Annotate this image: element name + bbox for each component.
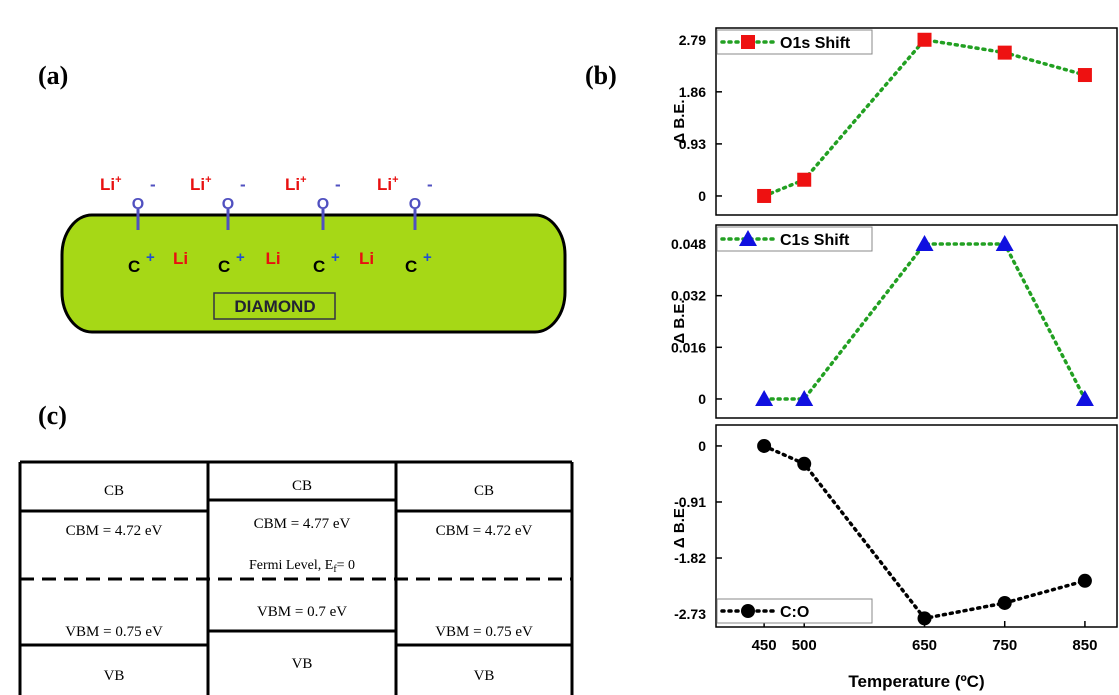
fermi-text: Fermi Level, E	[249, 558, 333, 573]
vbm-label: VBM = 0.75 eV	[65, 624, 163, 640]
marker	[757, 439, 771, 453]
li-charge: +	[115, 174, 121, 186]
cbm-label: CBM = 4.72 eV	[66, 523, 163, 539]
cb-label: CB	[292, 478, 312, 494]
bulk-li: Li	[173, 249, 188, 268]
panel-label: (b)	[585, 61, 617, 90]
plot-frame	[716, 425, 1117, 627]
carbon-charge: +	[236, 249, 245, 266]
carbon-charge: +	[423, 249, 432, 266]
x-tick-label: 500	[792, 637, 817, 654]
y-tick-label: -1.82	[674, 550, 706, 566]
y-axis-label: Δ B.E.	[671, 299, 688, 343]
marker	[797, 457, 811, 471]
series-line	[764, 40, 1085, 196]
marker	[998, 46, 1012, 60]
series-line	[764, 244, 1085, 399]
y-tick-label: 0.048	[671, 236, 706, 252]
y-tick-label: 0	[698, 438, 706, 454]
marker	[757, 189, 771, 203]
y-axis-label: Δ B.E.	[671, 504, 688, 548]
legend-label: C:O	[780, 604, 809, 621]
carbon-charge: +	[331, 249, 340, 266]
y-tick-label: -2.73	[674, 606, 706, 622]
panel-label: (c)	[38, 401, 67, 430]
x-tick-label: 650	[912, 637, 937, 654]
oxygen: O	[317, 196, 329, 213]
oxygen-charge: -	[240, 175, 246, 194]
marker	[916, 235, 934, 251]
marker	[1076, 390, 1094, 406]
li-charge: +	[392, 174, 398, 186]
panel-label: (a)	[38, 61, 68, 90]
carbon: C	[405, 257, 417, 276]
legend-label: O1s Shift	[780, 35, 851, 52]
y-tick-label: 1.86	[679, 84, 706, 100]
x-tick-label: 850	[1072, 637, 1097, 654]
vb-label: VB	[104, 668, 125, 684]
cb-label: CB	[104, 483, 124, 499]
plot-frame	[716, 28, 1117, 215]
cb-label: CB	[474, 483, 494, 499]
marker	[918, 611, 932, 625]
legend-marker	[741, 604, 755, 618]
marker	[797, 173, 811, 187]
figure: (a) (b) (c) DIAMOND OLi+-C+LiOLi+-C+LiOL…	[0, 0, 1119, 695]
carbon: C	[218, 257, 230, 276]
marker	[1078, 574, 1092, 588]
carbon: C	[128, 257, 140, 276]
vb-label: VB	[292, 656, 313, 672]
y-tick-label: 0	[698, 391, 706, 407]
li-charge: +	[205, 174, 211, 186]
x-tick-label: 450	[752, 637, 777, 654]
li-ion: Li+	[285, 174, 307, 194]
series-line	[764, 446, 1085, 618]
fermi-label: Fermi Level, Ef= 0	[249, 558, 355, 575]
vbm-label: VBM = 0.75 eV	[435, 624, 533, 640]
cbm-label: CBM = 4.77 eV	[254, 516, 351, 532]
x-axis-label: Temperature (ºC)	[848, 672, 984, 691]
li-ion: Li+	[190, 174, 212, 194]
vbm-label: VBM = 0.7 eV	[257, 604, 347, 620]
carbon: C	[313, 257, 325, 276]
oxygen: O	[409, 196, 421, 213]
bulk-li: Li	[266, 249, 281, 268]
oxygen: O	[132, 196, 144, 213]
substrate-label: DIAMOND	[234, 297, 315, 316]
marker	[918, 33, 932, 47]
legend-marker	[741, 35, 755, 49]
y-axis-label: Δ B.E.	[671, 99, 688, 143]
carbon-charge: +	[146, 249, 155, 266]
legend-label: C1s Shift	[780, 232, 850, 249]
y-tick-label: 0	[698, 188, 706, 204]
li-ion: Li+	[377, 174, 399, 194]
cbm-label: CBM = 4.72 eV	[436, 523, 533, 539]
oxygen-charge: -	[427, 175, 433, 194]
oxygen: O	[222, 196, 234, 213]
y-tick-label: 2.79	[679, 32, 706, 48]
oxygen-charge: -	[335, 175, 341, 194]
vb-label: VB	[474, 668, 495, 684]
oxygen-charge: -	[150, 175, 156, 194]
fermi-value: = 0	[337, 558, 355, 573]
x-tick-label: 750	[992, 637, 1017, 654]
li-ion: Li+	[100, 174, 122, 194]
marker	[1078, 68, 1092, 82]
bulk-li: Li	[359, 249, 374, 268]
li-charge: +	[300, 174, 306, 186]
marker	[998, 596, 1012, 610]
